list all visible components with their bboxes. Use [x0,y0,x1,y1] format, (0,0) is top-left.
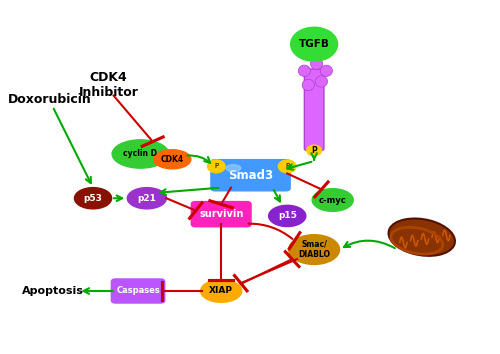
Ellipse shape [307,145,322,156]
Text: TGFB: TGFB [298,39,330,49]
Text: survivin: survivin [199,209,244,219]
Text: c-myc: c-myc [319,195,346,205]
Text: CDK4
Inhibitor: CDK4 Inhibitor [79,71,138,99]
Text: XIAP: XIAP [209,286,233,296]
Ellipse shape [312,189,354,211]
Text: p21: p21 [138,194,156,203]
Text: Smad3: Smad3 [228,169,273,182]
Ellipse shape [154,150,191,169]
Text: P: P [312,146,317,155]
Ellipse shape [128,188,166,209]
Ellipse shape [310,58,322,69]
Ellipse shape [74,188,112,209]
Ellipse shape [298,65,310,76]
Text: Doxorubicin: Doxorubicin [8,93,92,105]
Text: Caspases: Caspases [116,286,160,296]
Ellipse shape [302,79,314,91]
Ellipse shape [112,140,169,168]
FancyBboxPatch shape [304,69,324,150]
Ellipse shape [226,165,241,172]
Ellipse shape [208,160,225,173]
Ellipse shape [200,280,241,302]
Ellipse shape [320,65,332,76]
Text: P: P [285,164,290,169]
Ellipse shape [278,160,296,173]
Ellipse shape [268,205,306,227]
Text: p53: p53 [84,194,102,203]
Ellipse shape [388,218,455,256]
FancyBboxPatch shape [210,159,291,192]
Text: Smac/
DIABLO: Smac/ DIABLO [298,240,330,259]
Text: p15: p15 [278,211,296,221]
Text: CDK4: CDK4 [160,155,184,164]
Text: P: P [214,164,218,169]
Ellipse shape [316,76,328,87]
Ellipse shape [288,235,340,264]
FancyBboxPatch shape [110,278,166,304]
Ellipse shape [290,27,338,61]
Text: Apoptosis: Apoptosis [22,286,84,296]
Text: cyclin D: cyclin D [124,149,158,159]
FancyBboxPatch shape [190,201,252,228]
